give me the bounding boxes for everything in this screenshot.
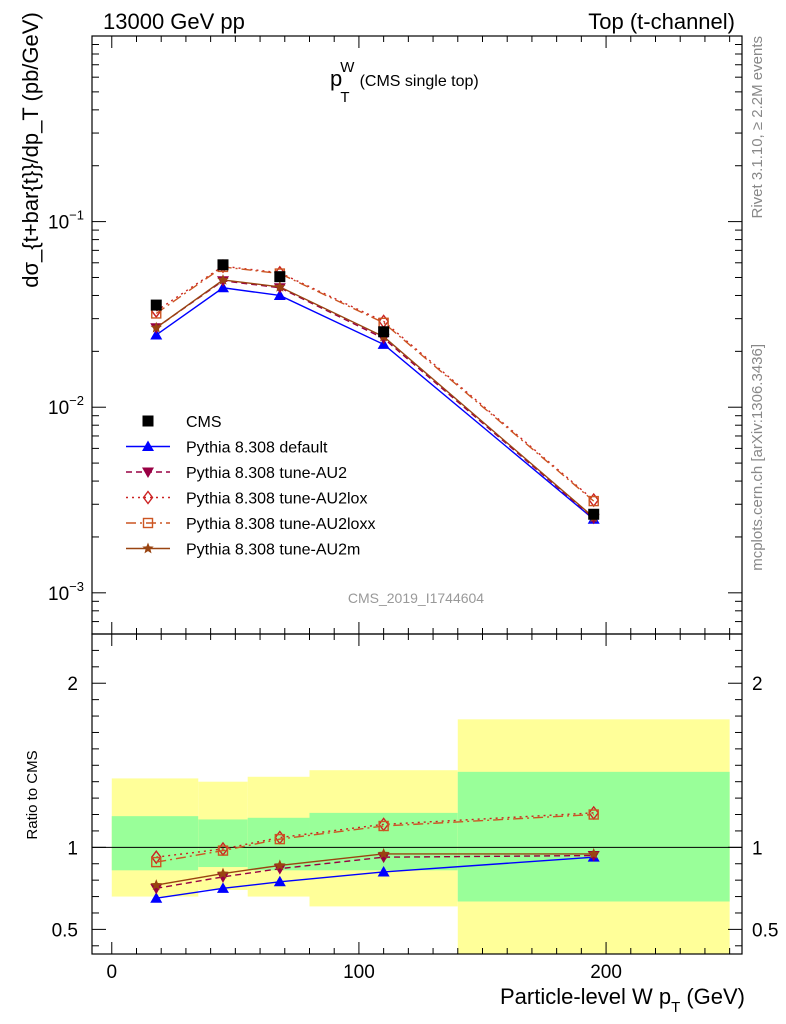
legend-label: Pythia 8.308 tune-AU2lox (186, 491, 367, 508)
y-tick-label: 10−1 (48, 208, 84, 234)
series-4-ratio-line (156, 813, 594, 863)
ratio-y-tick-label-right: 2 (752, 674, 763, 695)
series-2-ratio-point (150, 883, 163, 895)
x-tick-label: 100 (343, 962, 375, 983)
series-1-point (273, 289, 286, 300)
series-1-point (216, 281, 229, 293)
stat-uncertainty-band (457, 771, 730, 902)
series-5-ratio-point (274, 859, 286, 871)
legend-label: CMS (186, 414, 222, 431)
ratio-y-axis-label: Ratio to CMS (24, 750, 41, 839)
ratio-y-tick-label: 1 (67, 838, 78, 859)
series-4-point (588, 495, 599, 507)
series-5-ratio-point (217, 867, 229, 879)
cms-data-point (150, 299, 162, 311)
ratio-plot-frame (91, 633, 743, 955)
cms-data-point (588, 508, 600, 520)
chart-title-sup: W (340, 59, 355, 76)
series-2-ratio-point (377, 852, 390, 864)
x-tick-label: 200 (590, 962, 622, 983)
legend-marker (142, 542, 154, 554)
series-4-ratio-point (274, 833, 286, 845)
series-1-ratio-point (377, 865, 390, 877)
series-5-point (274, 280, 286, 292)
series-1-ratio-point (273, 875, 286, 887)
header-right: Top (t-channel) (588, 9, 735, 34)
plot-marks: CMS Pythia 8.308 default Pythia 8.308 tune… (126, 259, 600, 903)
cms-data-point (217, 259, 229, 271)
cms-data-point (378, 326, 390, 338)
axes: 0 100 200 10−3 10−2 10−1 0.5 0.5 1 1 2 2 (48, 35, 778, 983)
series-5-ratio-point (150, 879, 162, 890)
series-1-ratio-point (216, 882, 229, 893)
y-tick-label: 10−2 (48, 393, 84, 419)
ratio-uncertainty-bands (111, 719, 730, 954)
x-axis-label-sub: T (671, 999, 680, 1016)
chart-title-suffix: (CMS single top) (360, 73, 479, 90)
series-5-point (217, 273, 229, 285)
x-axis-label-main: Particle-level W p (500, 984, 671, 1009)
x-tick-label: 0 (106, 962, 117, 983)
y-axis-label: dσ_{t+bar{t}}/dp_T (pb/GeV) (18, 12, 43, 288)
rivet-label: Rivet 3.1.10, ≥ 2.2M events (749, 36, 766, 219)
series-4-ratio-point (378, 820, 389, 832)
legend-marker (142, 440, 154, 451)
ratio-y-tick-label-right: 1 (752, 838, 763, 859)
legend-label: Pythia 8.308 tune-AU2m (186, 542, 360, 559)
legend: CMS Pythia 8.308 default Pythia 8.308 tune… (126, 414, 375, 559)
ratio-y-tick-label-right: 0.5 (752, 920, 778, 941)
analysis-id: CMS_2019_I1744604 (348, 590, 484, 606)
legend-marker (142, 517, 154, 529)
series-2-ratio-point (273, 864, 286, 875)
series-4-ratio-point (588, 809, 599, 820)
series-4-main-line (155, 266, 595, 502)
cms-data-point (274, 271, 286, 283)
header-left: 13000 GeV pp (103, 9, 245, 34)
legend-marker (142, 490, 154, 505)
legend-marker (142, 467, 154, 478)
series-5-ratio-point (377, 847, 390, 859)
ratio-y-tick-label: 0.5 (52, 920, 78, 941)
y-tick-label: 10−3 (48, 579, 84, 605)
series-5-point (150, 321, 162, 333)
legend-label: Pythia 8.308 default (186, 440, 328, 457)
x-axis-label: Particle-level W pT (GeV) (500, 984, 745, 1016)
mcplots-label: mcplots.cern.ch [arXiv:1306.3436] (749, 344, 766, 571)
series-4-ratio-point (151, 856, 162, 868)
series-2-ratio-point (216, 872, 229, 883)
ratio-y-tick-label: 2 (67, 674, 78, 695)
chart-title-main: p (330, 66, 342, 91)
series-5-ratio-point (588, 847, 600, 859)
legend-label: Pythia 8.308 tune-AU2 (186, 465, 347, 482)
series-4-ratio-point (217, 845, 229, 856)
series-1-point (150, 328, 163, 340)
legend-marker (142, 415, 154, 427)
series-3-ratio-point (150, 850, 162, 865)
chart-title-sub: T (340, 89, 349, 106)
chart-title: pW T (CMS single top) (330, 59, 479, 106)
legend-label: Pythia 8.308 tune-AU2loxx (186, 516, 375, 533)
x-axis-label-unit: (GeV) (686, 984, 745, 1009)
series-1-ratio-point (150, 892, 163, 903)
